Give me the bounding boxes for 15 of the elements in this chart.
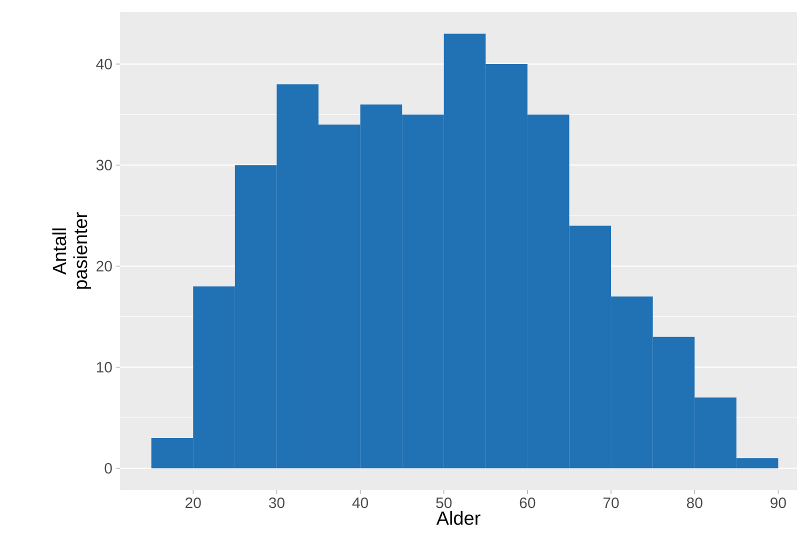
x-tick-label: 90 <box>770 498 786 508</box>
y-axis-title: Antall pasienter <box>52 212 91 289</box>
y-tick-label: 20 <box>96 260 112 272</box>
y-tick-label: 0 <box>104 462 112 474</box>
x-tick-label: 40 <box>352 498 368 508</box>
y-tick-label: 30 <box>96 160 112 170</box>
x-tick-label: 70 <box>603 498 619 508</box>
x-tick-label: 20 <box>186 498 201 508</box>
x-axis-title: Alder <box>436 510 480 525</box>
x-tick-label: 80 <box>686 498 702 508</box>
x-tick-label: 30 <box>268 498 284 508</box>
x-tick-label: 50 <box>436 498 452 508</box>
y-tick-label: 10 <box>96 362 112 373</box>
y-tick-label: 40 <box>96 58 112 70</box>
x-tick-label: 60 <box>520 498 536 508</box>
